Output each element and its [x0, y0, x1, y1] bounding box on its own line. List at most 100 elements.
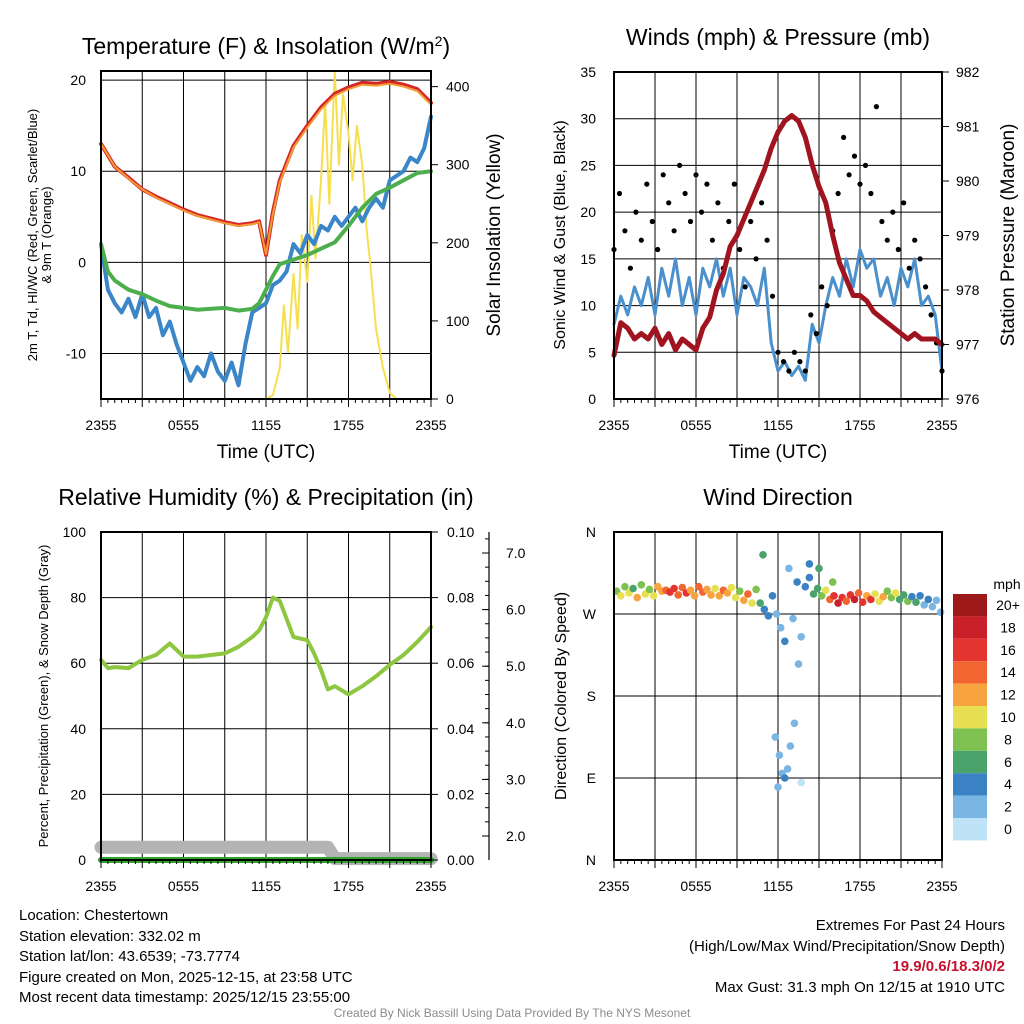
gust-point — [764, 237, 770, 243]
recent-data-timestamp: Most recent data timestamp: 2025/12/15 2… — [19, 989, 351, 1006]
temperature-x-axis-title: Time (UTC) — [217, 442, 316, 463]
legend-swatch — [953, 818, 987, 841]
extremes-subtitle: (High/Low/Max Wind/Precipitation/Snow De… — [689, 937, 1005, 955]
direction-point — [775, 751, 784, 759]
direction-point — [817, 592, 826, 600]
direction-point — [764, 612, 773, 620]
solar-y-axis-title: Solar Insolation (Yellow) — [484, 133, 505, 336]
temperature-series — [99, 70, 433, 400]
direction-point — [735, 587, 744, 595]
direction-point — [774, 783, 782, 791]
gust-point — [851, 153, 858, 159]
winds-x-tick-label: 2355 — [598, 417, 629, 433]
direction-point — [727, 583, 736, 592]
direction-point — [752, 585, 760, 594]
direction-point — [759, 551, 767, 559]
legend-swatch — [953, 706, 987, 729]
winds-x-axis-title: Time (UTC) — [729, 442, 828, 463]
gust-point — [890, 209, 896, 215]
temperature-y-tick-label: 10 — [70, 163, 86, 179]
direction-y-axis-title: Direction (Colored By Speed) — [553, 592, 570, 800]
direction-chart-title: Wind Direction — [703, 484, 853, 510]
gust-point — [660, 172, 666, 178]
gust-point — [923, 284, 929, 290]
direction-point — [740, 596, 748, 605]
gust-point — [682, 190, 688, 197]
legend-swatch — [953, 750, 987, 774]
gust-point — [835, 190, 841, 197]
legend-label: 8 — [1004, 731, 1012, 747]
gust-point — [638, 237, 644, 243]
direction-point — [928, 602, 937, 611]
direction-point — [690, 592, 699, 600]
humidity-x-tick-label: 2355 — [415, 878, 446, 894]
winds-y-tick-label: 35 — [580, 64, 596, 80]
direction-point — [793, 578, 801, 586]
direction-point — [805, 560, 814, 568]
winds-chart-title: Winds (mph) & Pressure (mb) — [626, 24, 930, 50]
winds-ticks: 0 5 10 15 20 25 30 35 976 977 978 979 980 981 982 2355 0… — [580, 64, 979, 433]
direction-point — [936, 608, 945, 616]
direction-x-tick-label: 1155 — [763, 878, 793, 894]
station-latlon: Station lat/lon: 43.6539; -73.7774 — [19, 948, 241, 965]
direction-point — [781, 637, 789, 646]
pressure-y-tick-label: 976 — [956, 391, 980, 407]
direction-point — [694, 582, 703, 591]
series-line-chill — [99, 114, 433, 388]
gust-point — [704, 181, 710, 187]
gust-point — [884, 237, 890, 243]
direction-point — [858, 598, 867, 606]
precip-y-tick-label: 0.02 — [447, 786, 474, 802]
direction-point — [649, 592, 658, 600]
extremes-title: Extremes For Past 24 Hours — [815, 917, 1005, 934]
series-line-pressure — [611, 113, 945, 358]
direction-point — [924, 595, 933, 604]
direction-point — [731, 593, 740, 602]
legend-label: 6 — [1004, 754, 1012, 770]
direction-point — [686, 586, 695, 595]
direction-point — [621, 582, 629, 591]
humidity-panel: 0 20 40 60 80 100 0.00 0.02 0.04 0.06 0.08 0.10 2.0 3… — [36, 484, 526, 894]
legend-swatch — [953, 594, 987, 617]
direction-y-tick-label: N — [586, 852, 596, 868]
gust-point — [780, 359, 787, 365]
precip-y-tick-label: 0.10 — [447, 524, 474, 540]
humidity-x-tick-label: 1755 — [333, 878, 364, 894]
gust-point — [715, 200, 721, 206]
gust-point — [731, 181, 737, 187]
direction-point — [815, 564, 823, 573]
humidity-y-tick-label: 20 — [70, 786, 86, 802]
humidity-y-tick-label: 80 — [70, 590, 86, 606]
station-info: Location: Chestertown Station elevation:… — [19, 906, 353, 1009]
direction-point — [920, 601, 928, 609]
legend-label: 0 — [1004, 821, 1012, 837]
direction-point — [781, 774, 789, 782]
speed-color-legend: mph 20+ 18 16 14 12 10 8 6 4 2 0 — [953, 576, 1021, 841]
credit-line: Created By Nick Bassill Using Data Provi… — [333, 1006, 691, 1020]
humidity-y-tick-label: 60 — [70, 655, 86, 671]
solar-y-tick-label: 100 — [446, 313, 470, 329]
direction-point — [801, 582, 810, 591]
pressure-y-tick-label: 977 — [956, 337, 980, 353]
gust-point — [824, 303, 830, 309]
temperature-y-tick-label: 0 — [78, 254, 86, 270]
legend-swatch — [953, 728, 987, 751]
direction-point — [768, 592, 777, 600]
direction-point — [703, 585, 711, 594]
pressure-y-tick-label: 980 — [956, 173, 980, 189]
direction-point — [633, 593, 641, 602]
gust-point — [769, 293, 776, 299]
gust-point — [862, 162, 869, 168]
winds-y-tick-label: 15 — [580, 251, 596, 267]
station-location: Location: Chestertown — [19, 907, 169, 924]
humidity-y-axis-title: Percent, Precipitation (Green), & Snow D… — [36, 545, 51, 848]
legend-swatch — [953, 638, 987, 662]
direction-point — [771, 733, 780, 741]
snow-y-tick-label: 3.0 — [506, 771, 526, 787]
direction-point — [707, 591, 715, 599]
legend-label: 20+ — [996, 597, 1020, 613]
gust-point — [742, 284, 748, 290]
precip-y-tick-label: 0.06 — [447, 655, 474, 671]
humidity-y-tick-label: 40 — [70, 721, 86, 737]
